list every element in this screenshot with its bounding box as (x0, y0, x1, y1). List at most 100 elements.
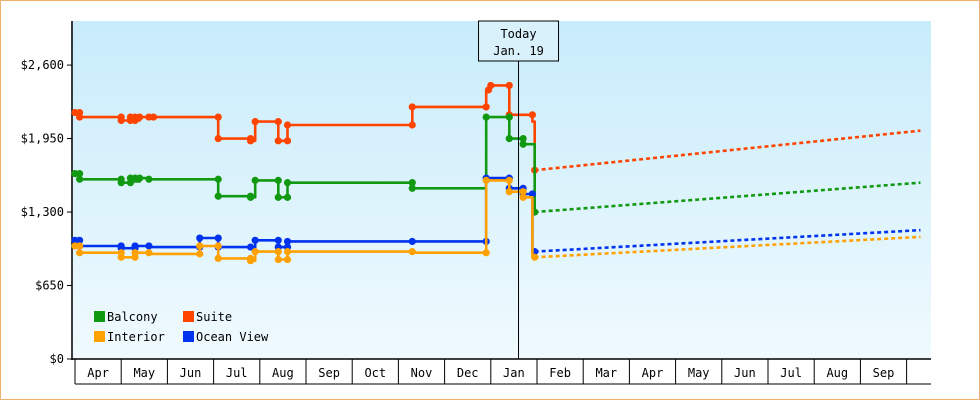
data-point (214, 242, 222, 250)
x-tick-label: Aug (826, 366, 848, 380)
series-interior (71, 176, 921, 265)
data-point (145, 249, 153, 257)
data-point (214, 254, 222, 262)
series-suite (71, 81, 921, 174)
data-point (528, 111, 536, 119)
legend-swatch (183, 331, 194, 342)
data-point (251, 176, 259, 184)
series-layer (71, 81, 921, 265)
data-point (214, 134, 222, 143)
data-point (519, 193, 527, 201)
legend-swatch (183, 311, 194, 322)
x-tick-label: Apr (642, 366, 664, 380)
data-point (76, 113, 84, 121)
data-point (408, 121, 416, 129)
today-label: Today (500, 27, 536, 41)
data-point (482, 249, 490, 257)
x-tick-label: Oct (364, 366, 386, 380)
x-tick-label: Dec (457, 366, 479, 380)
x-tick-label: Jan (503, 366, 525, 380)
x-tick-label: Jun (180, 366, 202, 380)
x-tick-label: May (133, 366, 155, 380)
series-balcony (71, 113, 921, 216)
data-point (145, 175, 153, 183)
y-axis: $0 $650 $1,300 $1,950 $2,600 (21, 21, 73, 366)
data-point (76, 175, 84, 183)
x-tick-label: Sep (873, 366, 895, 380)
data-point (196, 250, 204, 258)
data-point (519, 188, 527, 196)
y-tick-label: $650 (35, 279, 64, 293)
data-point (274, 176, 282, 184)
data-point (505, 81, 513, 90)
data-point (283, 237, 292, 246)
y-tick-label: $2,600 (21, 58, 64, 72)
data-point (283, 121, 292, 129)
today-date: Jan. 19 (493, 44, 544, 58)
data-point (76, 236, 84, 244)
y-tick-label: $0 (50, 352, 64, 366)
data-point (214, 192, 222, 200)
data-point (145, 242, 153, 250)
data-point (274, 248, 282, 256)
plot-background (71, 21, 931, 359)
x-tick-label: Jul (226, 366, 248, 380)
data-point (408, 179, 416, 187)
x-tick-label: Aug (272, 366, 294, 380)
data-point (274, 193, 282, 201)
data-point (519, 134, 527, 143)
data-point (283, 193, 292, 201)
forecast-line (534, 228, 921, 253)
data-point (505, 113, 513, 121)
x-tick-label: Jul (780, 366, 802, 380)
data-point (274, 236, 282, 244)
data-point (505, 188, 513, 196)
x-axis: Apr May Jun Jul Aug Sep Oct Nov Dec Jan Feb Mar Apr M… (72, 358, 931, 385)
data-point (214, 113, 222, 121)
data-point (408, 237, 416, 246)
forecast-line (534, 129, 921, 172)
data-point (214, 175, 222, 183)
forecast-line (534, 181, 921, 214)
data-point (283, 179, 292, 187)
data-point (246, 257, 255, 265)
data-point (505, 134, 513, 143)
data-point (505, 176, 513, 184)
legend: Balcony Suite Interior Ocean View (94, 310, 269, 344)
data-point (528, 190, 536, 198)
data-point (76, 170, 84, 178)
data-point (482, 103, 490, 111)
data-point (519, 140, 527, 148)
y-tick-label: $1,950 (21, 132, 64, 146)
forecast-line (534, 235, 921, 259)
data-point (531, 253, 539, 261)
x-tick-label: Feb (549, 366, 571, 380)
data-point (251, 118, 259, 126)
legend-label: Balcony (107, 310, 158, 324)
data-point (283, 248, 292, 256)
data-point (246, 193, 255, 201)
data-point (408, 103, 416, 111)
data-point (136, 113, 144, 121)
today-box (478, 20, 560, 62)
data-point (274, 137, 282, 145)
legend-swatch (94, 311, 105, 322)
x-tick-label: Apr (87, 366, 109, 380)
data-point (274, 118, 282, 126)
data-point (482, 113, 490, 121)
data-point (408, 248, 416, 256)
data-point (117, 179, 125, 187)
data-point (283, 255, 292, 264)
x-tick-label: Jun (734, 366, 756, 380)
data-point (117, 253, 125, 261)
data-point (196, 242, 204, 250)
legend-label: Interior (107, 330, 165, 344)
data-point (196, 234, 204, 242)
data-point (274, 255, 282, 264)
legend-swatch (94, 331, 105, 342)
data-point (76, 242, 84, 250)
x-tick-label: Nov (411, 366, 433, 380)
data-point (482, 176, 490, 184)
today-marker: Today Jan. 19 (478, 20, 560, 359)
